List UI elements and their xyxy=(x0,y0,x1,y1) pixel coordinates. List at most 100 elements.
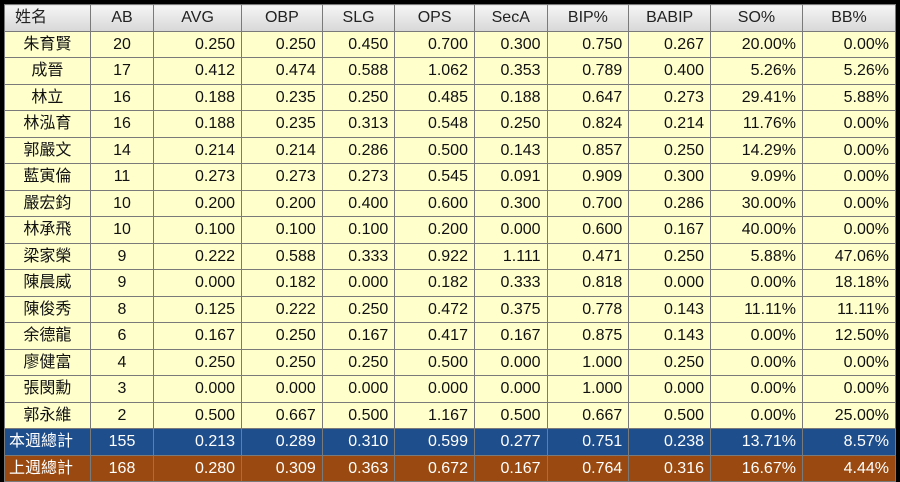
stat-cell: 0.333 xyxy=(473,269,548,297)
stat-cell: 5.88% xyxy=(710,242,803,270)
stat-cell: 4 xyxy=(89,348,155,376)
player-name-cell: 林泓育 xyxy=(4,110,91,138)
stat-cell: 0.286 xyxy=(628,189,711,217)
stat-cell: 0.000 xyxy=(241,375,323,403)
stat-cell: 0.250 xyxy=(321,348,396,376)
stat-cell: 0.182 xyxy=(241,269,323,297)
stat-cell: 0.00% xyxy=(801,163,897,191)
stat-cell: 0.00% xyxy=(710,269,803,297)
table-row: 林承飛 10 0.100 0.100 0.100 0.200 0.000 0.600 0.167… xyxy=(4,216,897,244)
table-row: 林立 16 0.188 0.235 0.250 0.485 0.188 0.647 0.273 2… xyxy=(4,83,897,111)
stat-cell: 0.500 xyxy=(321,401,396,429)
table-body: 朱育賢 20 0.250 0.250 0.450 0.700 0.300 0.750 0.267… xyxy=(4,30,897,482)
stat-cell: 0.143 xyxy=(473,136,548,164)
stat-cell: 0.273 xyxy=(628,83,711,111)
stat-cell: 0.250 xyxy=(321,295,396,323)
stat-cell: 0.235 xyxy=(241,83,323,111)
stat-cell: 0.167 xyxy=(473,322,548,350)
stat-cell: 14.29% xyxy=(710,136,803,164)
table-row: 陳晨威 9 0.000 0.182 0.000 0.182 0.333 0.818 0.000 0… xyxy=(4,269,897,297)
stat-cell: 0.353 xyxy=(473,57,548,85)
stat-cell: 0.188 xyxy=(153,110,243,138)
stat-cell: 40.00% xyxy=(710,216,803,244)
player-name-cell: 陳俊秀 xyxy=(4,295,91,323)
player-name-cell: 上週總計 xyxy=(4,454,91,482)
stat-cell: 0.00% xyxy=(710,375,803,403)
stat-cell: 0.250 xyxy=(153,30,243,58)
stat-cell: 0.000 xyxy=(473,348,548,376)
stat-cell: 0.500 xyxy=(153,401,243,429)
stat-cell: 0.000 xyxy=(473,216,548,244)
table-header: 姓名 AB AVG OBP SLG OPS SecA BIP% BABIP SO% BB% xyxy=(4,4,897,32)
stat-cell: 0.417 xyxy=(394,322,475,350)
last-week-total-row: 上週總計 168 0.280 0.309 0.363 0.672 0.167 0.764 0.3… xyxy=(4,454,897,482)
stat-cell: 1.111 xyxy=(473,242,548,270)
table-row: 張閔勳 3 0.000 0.000 0.000 0.000 0.000 1.000 0.000 0… xyxy=(4,375,897,403)
stat-cell: 1.062 xyxy=(394,57,475,85)
stat-cell: 0.00% xyxy=(801,136,897,164)
stat-cell: 0.700 xyxy=(394,30,475,58)
stat-cell: 0.778 xyxy=(546,295,630,323)
stat-cell: 0.188 xyxy=(473,83,548,111)
stat-cell: 1.167 xyxy=(394,401,475,429)
stat-cell: 0.000 xyxy=(153,269,243,297)
stat-cell: 20 xyxy=(89,30,155,58)
stat-cell: 0.00% xyxy=(801,189,897,217)
stat-cell: 0.250 xyxy=(628,348,711,376)
stat-cell: 0.277 xyxy=(473,428,548,456)
column-header: BABIP xyxy=(628,4,711,32)
stat-cell: 0.250 xyxy=(473,110,548,138)
stat-cell: 11.11% xyxy=(801,295,897,323)
header-row: 姓名 AB AVG OBP SLG OPS SecA BIP% BABIP SO% BB% xyxy=(4,4,897,32)
stat-cell: 18.18% xyxy=(801,269,897,297)
stat-cell: 9 xyxy=(89,269,155,297)
table-row: 余德龍 6 0.167 0.250 0.167 0.417 0.167 0.875 0.143 0… xyxy=(4,322,897,350)
stat-cell: 0.500 xyxy=(628,401,711,429)
stat-cell: 0.100 xyxy=(241,216,323,244)
stat-cell: 0.000 xyxy=(628,269,711,297)
column-header: BIP% xyxy=(546,4,630,32)
stat-cell: 0.450 xyxy=(321,30,396,58)
table-row: 郭永維 2 0.500 0.667 0.500 1.167 0.500 0.667 0.500 0… xyxy=(4,401,897,429)
stat-cell: 0.214 xyxy=(153,136,243,164)
stat-cell: 29.41% xyxy=(710,83,803,111)
stat-cell: 0.824 xyxy=(546,110,630,138)
stat-cell: 0.700 xyxy=(546,189,630,217)
stat-cell: 0.000 xyxy=(628,375,711,403)
stat-cell: 0.472 xyxy=(394,295,475,323)
stat-cell: 0.672 xyxy=(394,454,475,482)
stat-cell: 4.44% xyxy=(801,454,897,482)
column-header: OPS xyxy=(394,4,475,32)
stat-cell: 0.289 xyxy=(241,428,323,456)
stat-cell: 0.250 xyxy=(628,242,711,270)
stat-cell: 0.600 xyxy=(394,189,475,217)
stat-cell: 0.250 xyxy=(241,348,323,376)
player-name-cell: 余德龍 xyxy=(4,322,91,350)
stat-cell: 0.000 xyxy=(473,375,548,403)
stat-cell: 16 xyxy=(89,110,155,138)
table-row: 嚴宏鈞 10 0.200 0.200 0.400 0.600 0.300 0.700 0.286… xyxy=(4,189,897,217)
stat-cell: 10 xyxy=(89,216,155,244)
stat-cell: 13.71% xyxy=(710,428,803,456)
stat-cell: 0.667 xyxy=(546,401,630,429)
stat-cell: 0.500 xyxy=(394,136,475,164)
stat-cell: 0.222 xyxy=(153,242,243,270)
stat-cell: 8 xyxy=(89,295,155,323)
table-row: 廖健富 4 0.250 0.250 0.250 0.500 0.000 1.000 0.250 0… xyxy=(4,348,897,376)
stat-cell: 0.200 xyxy=(153,189,243,217)
stat-cell: 0.000 xyxy=(153,375,243,403)
stat-cell: 0.00% xyxy=(801,216,897,244)
stat-cell: 8.57% xyxy=(801,428,897,456)
stat-cell: 0.235 xyxy=(241,110,323,138)
stat-cell: 0.857 xyxy=(546,136,630,164)
stat-cell: 0.286 xyxy=(321,136,396,164)
stat-cell: 16.67% xyxy=(710,454,803,482)
player-name-cell: 林立 xyxy=(4,83,91,111)
stat-cell: 0.100 xyxy=(153,216,243,244)
stat-cell: 12.50% xyxy=(801,322,897,350)
player-name-cell: 林承飛 xyxy=(4,216,91,244)
stat-cell: 0.00% xyxy=(801,375,897,403)
stat-cell: 0.214 xyxy=(241,136,323,164)
stat-cell: 11.76% xyxy=(710,110,803,138)
stat-cell: 0.375 xyxy=(473,295,548,323)
